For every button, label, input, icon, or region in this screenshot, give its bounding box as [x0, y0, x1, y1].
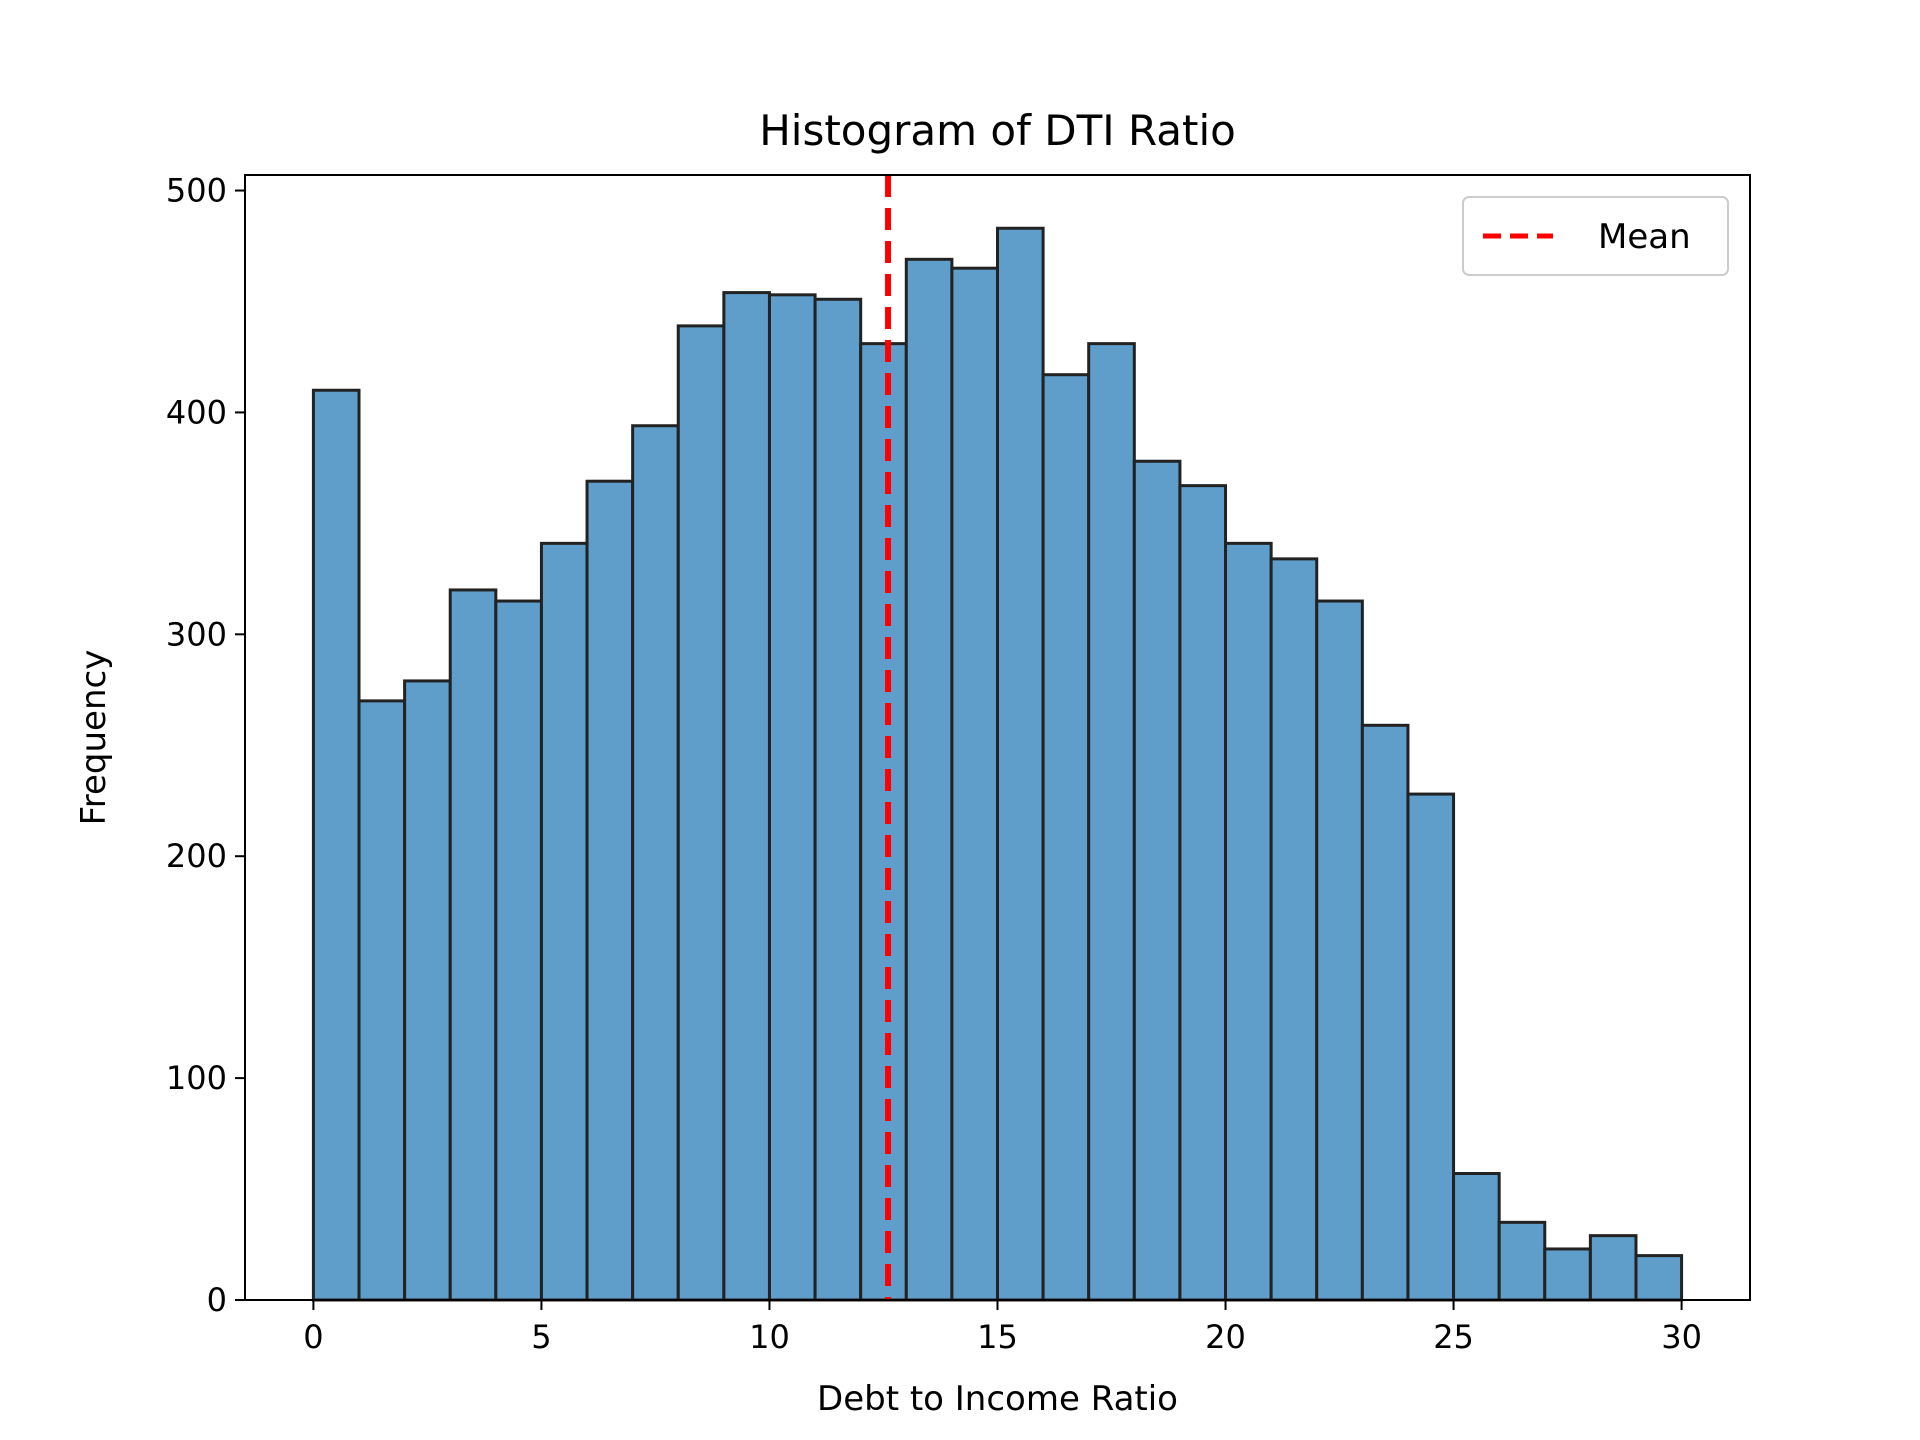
histogram-bar — [494, 599, 543, 1302]
histogram-bar — [813, 297, 863, 1302]
histogram-bar — [311, 388, 361, 1302]
histogram-bar — [448, 588, 498, 1302]
legend-box — [1462, 196, 1729, 276]
histogram-bar — [631, 424, 680, 1302]
histogram-bar — [1360, 723, 1410, 1302]
x-tick-label: 25 — [1433, 1318, 1474, 1356]
x-tick-label: 30 — [1661, 1318, 1702, 1356]
y-tick-label: 200 — [166, 837, 227, 875]
histogram-bar — [1315, 599, 1364, 1302]
histogram-bar — [1497, 1220, 1547, 1302]
histogram-bar — [1224, 541, 1273, 1302]
x-axis-label: Debt to Income Ratio — [817, 1379, 1178, 1419]
histogram-bar — [1406, 792, 1456, 1302]
x-tick-label: 5 — [531, 1318, 551, 1356]
histogram-bar — [1178, 484, 1228, 1302]
y-tick-label: 500 — [166, 172, 227, 210]
x-tick-label: 0 — [303, 1318, 323, 1356]
legend-label-mean: Mean — [1598, 217, 1691, 257]
histogram-bar — [950, 266, 999, 1302]
chart-title: Histogram of DTI Ratio — [759, 106, 1236, 155]
histogram-bar — [1452, 1172, 1501, 1302]
histogram-bar — [1041, 373, 1091, 1302]
histogram-bar — [1087, 342, 1136, 1302]
histogram-bar — [585, 479, 635, 1302]
histogram-bar — [1269, 557, 1319, 1302]
x-axis-ticks: 0 5 10 15 20 25 30 — [303, 1300, 1702, 1356]
histogram-bar — [1588, 1234, 1638, 1302]
histogram-bar — [676, 324, 726, 1302]
y-tick-label: 400 — [166, 393, 227, 431]
bars — [311, 226, 1684, 1302]
histogram-bar — [1132, 459, 1182, 1302]
histogram-bar — [859, 342, 908, 1302]
histogram-bar — [1543, 1247, 1592, 1302]
y-axis-label: Frequency — [74, 650, 114, 826]
histogram-bar — [722, 291, 771, 1302]
x-tick-label: 20 — [1205, 1318, 1246, 1356]
histogram-bar — [1634, 1254, 1684, 1302]
x-tick-label: 10 — [749, 1318, 790, 1356]
legend: Mean — [1462, 196, 1729, 276]
histogram-bar — [996, 226, 1045, 1302]
y-tick-label: 100 — [166, 1059, 227, 1097]
histogram-bar — [767, 293, 817, 1302]
x-tick-label: 15 — [977, 1318, 1018, 1356]
histogram-bar — [403, 679, 452, 1302]
histogram-bar — [904, 257, 954, 1302]
histogram-bar — [357, 699, 407, 1302]
y-tick-label: 300 — [166, 615, 227, 653]
y-axis-ticks: 0 100 200 300 400 500 — [166, 172, 245, 1319]
y-tick-label: 0 — [207, 1281, 227, 1319]
histogram-bar — [539, 541, 589, 1302]
